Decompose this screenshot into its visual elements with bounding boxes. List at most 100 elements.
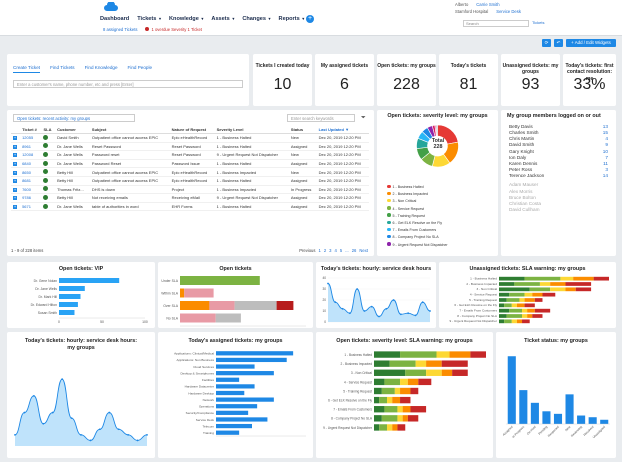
- user-name[interactable]: Carrie Smith: [476, 2, 500, 7]
- pager-page[interactable]: 3: [329, 248, 332, 253]
- kpi-open-groups[interactable]: Open tickets: my groups 228: [377, 54, 436, 106]
- table-row[interactable]: +8961 Dr. Jane Wells Reset Password Reset P…: [11, 142, 369, 152]
- legend-item[interactable]: 9 - Urgent Request Not Dispatcher: [387, 242, 448, 249]
- kpi-created-today[interactable]: Tickets I created today 10: [253, 54, 312, 106]
- open-chart[interactable]: Under SLA Within SLA Over SLA No SLA 0 20 40 60: [158, 274, 313, 328]
- col-subject[interactable]: Subject: [89, 126, 170, 134]
- legend-item[interactable]: 7 - Emails From Customers: [387, 227, 448, 234]
- assigned-tickets-link[interactable]: 8 assigned Tickets: [103, 27, 138, 32]
- member-row-offline[interactable]: Bruce Bolton: [509, 195, 608, 201]
- col-sla[interactable]: SLA: [41, 126, 56, 134]
- cloud-logo-icon[interactable]: [104, 2, 118, 12]
- recent-activity-select[interactable]: Open tickets: recent activity: my groups: [13, 114, 135, 122]
- table-row[interactable]: +9786 Betty Hill Not receiving emails Recei…: [11, 193, 369, 203]
- cell-expand[interactable]: +: [11, 133, 21, 143]
- cell-ticket[interactable]: 12055: [20, 133, 42, 143]
- kpi-today[interactable]: Today's tickets 81: [439, 54, 498, 106]
- member-row[interactable]: Terence Jackson 14: [509, 173, 608, 179]
- ticket-keyword-search[interactable]: Enter search keywords: [287, 114, 355, 122]
- filter-icon[interactable]: ⏷: [361, 115, 366, 121]
- pager-page[interactable]: ...: [345, 248, 349, 253]
- table-row[interactable]: +5671 Dr. Jane Wells table of authorities …: [11, 202, 369, 212]
- member-row[interactable]: Peter Ross 3: [509, 167, 608, 173]
- severity-donut-chart[interactable]: [377, 122, 498, 182]
- tab-find-people[interactable]: Find People: [127, 65, 153, 70]
- cell-ticket[interactable]: 12008: [20, 150, 42, 160]
- member-row-offline[interactable]: Alex Morris: [509, 189, 608, 195]
- expand-row-icon[interactable]: +: [13, 186, 17, 192]
- member-row-offline[interactable]: Adam Mauser: [509, 182, 608, 188]
- cell-expand[interactable]: +: [11, 202, 21, 212]
- expand-row-icon[interactable]: +: [13, 161, 17, 167]
- pager-page[interactable]: 2: [323, 248, 327, 253]
- nav-tickets[interactable]: Tickets ▾: [137, 16, 161, 22]
- user-desk[interactable]: Service Desk: [496, 9, 521, 14]
- table-row[interactable]: +12008 Dr. Jane Wells Password reset Reset …: [11, 150, 369, 160]
- add-plus-icon[interactable]: +: [306, 15, 314, 23]
- cell-expand[interactable]: +: [11, 150, 21, 160]
- global-search-input[interactable]: Search: [463, 20, 529, 27]
- kpi-unassigned[interactable]: Unassigned tickets: my groups 93: [501, 54, 560, 106]
- member-row[interactable]: Charles Smith 15: [509, 130, 608, 136]
- expand-row-icon[interactable]: +: [13, 169, 17, 175]
- expand-row-icon[interactable]: +: [13, 135, 17, 141]
- pager-page[interactable]: 5: [339, 248, 343, 253]
- add-edit-widgets-button[interactable]: + Add / Edit Widgets: [566, 39, 616, 47]
- member-row[interactable]: Chris Martin 4: [509, 136, 608, 142]
- hourly-groups-chart[interactable]: [7, 362, 155, 457]
- tab-create-ticket[interactable]: Create Ticket: [13, 65, 41, 73]
- search-scope-select[interactable]: Tickets: [532, 20, 545, 25]
- legend-item[interactable]: 4 - Service Request: [387, 206, 448, 213]
- nav-dashboard[interactable]: Dashboard: [100, 16, 130, 22]
- cell-expand[interactable]: +: [11, 176, 21, 186]
- expand-row-icon[interactable]: +: [13, 143, 17, 149]
- undo-button[interactable]: ↶: [554, 39, 563, 47]
- cell-ticket[interactable]: 5671: [20, 202, 42, 212]
- table-row[interactable]: +7600 Thomas Fritz... DHS is down Project 1 …: [11, 185, 369, 195]
- legend-item[interactable]: 1 - Business Halted: [387, 184, 448, 191]
- member-row[interactable]: David Smith 9: [509, 142, 608, 148]
- pager-page[interactable]: 4: [334, 248, 337, 253]
- member-row-offline[interactable]: David Cullham: [509, 207, 608, 213]
- col-severity[interactable]: Severity Level: [214, 126, 289, 134]
- refresh-button[interactable]: ⟳: [542, 39, 551, 47]
- col-customer[interactable]: Customer: [55, 126, 90, 134]
- customer-search-input[interactable]: Enter a customer's name, phone number, e…: [13, 80, 243, 88]
- member-row[interactable]: Gary Knight 10: [509, 149, 608, 155]
- assigned-groups-chart[interactable]: Applications: Clinical/Medical Applicatio…: [158, 346, 313, 458]
- nav-knowledge[interactable]: Knowledge ▾: [169, 16, 203, 22]
- cell-ticket[interactable]: 8961: [20, 142, 42, 152]
- expand-row-icon[interactable]: +: [13, 152, 17, 158]
- cell-ticket[interactable]: 9786: [20, 193, 42, 203]
- pager-page[interactable]: 26: [351, 248, 357, 253]
- kpi-my-assigned[interactable]: My assigned tickets 6: [315, 54, 374, 106]
- table-row[interactable]: +8650 Betty Hill Outpatient office cannot …: [11, 167, 369, 177]
- cell-expand[interactable]: +: [11, 167, 21, 177]
- nav-reports[interactable]: Reports ▾: [279, 16, 305, 22]
- cell-ticket[interactable]: 8681: [20, 176, 42, 186]
- unassigned-sla-chart[interactable]: 1 - Business Halted 2 - Business Impacted…: [439, 274, 616, 328]
- legend-item[interactable]: 2 - Business Impacted: [387, 191, 448, 198]
- table-row[interactable]: +12055 David Smith Outpatient office canno…: [11, 133, 369, 143]
- overdue-link[interactable]: 1 overdue Severity 1 Ticket: [145, 27, 202, 32]
- tab-find-tickets[interactable]: Find Tickets: [50, 65, 75, 70]
- cell-expand[interactable]: +: [11, 142, 21, 152]
- severity-sla-chart[interactable]: 1 - Business Halted 2 - Business Impacted…: [316, 346, 493, 458]
- expand-row-icon[interactable]: +: [13, 195, 17, 201]
- table-row[interactable]: +6840 Dr. Jane Wells Password Reset Passwor…: [11, 159, 369, 169]
- member-row-offline[interactable]: Christian Costa: [509, 201, 608, 207]
- table-row[interactable]: +8681 Betty Hill Outpatient office cannot …: [11, 176, 369, 186]
- cell-expand[interactable]: +: [11, 159, 21, 169]
- hourly-desk-chart[interactable]: 40 30 20 10 0: [316, 274, 436, 328]
- user-first[interactable]: Alberto: [455, 2, 469, 7]
- tab-find-knowledge[interactable]: Find Knowledge: [84, 65, 118, 70]
- nav-assets[interactable]: Assets ▾: [211, 16, 234, 22]
- expand-row-icon[interactable]: +: [13, 178, 17, 184]
- expand-row-icon[interactable]: +: [13, 204, 17, 210]
- member-row[interactable]: Karen Dennis 11: [509, 161, 608, 167]
- kpi-first-contact[interactable]: Today's tickets: first contact resolutio…: [563, 54, 616, 106]
- legend-item[interactable]: 8 - Company Project No SLA: [387, 234, 448, 241]
- vip-chart[interactable]: Dr. Gene Nolan Dr. Jane Wells Dr. Mark Hil…: [7, 274, 155, 328]
- cell-ticket[interactable]: 8650: [20, 167, 42, 177]
